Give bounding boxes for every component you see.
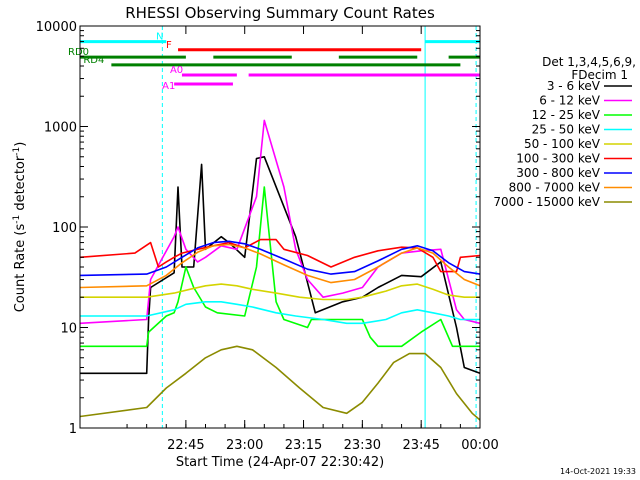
y-tick-label: 1 <box>69 422 77 437</box>
series-line-1 <box>79 119 481 325</box>
footer-date: 14-Oct-2021 19:33 <box>560 467 636 476</box>
chart-title: RHESSI Observing Summary Count Rates <box>125 4 435 22</box>
y-axis-label-end: ) <box>13 142 28 147</box>
y-axis-label-mid: detector <box>13 155 28 215</box>
legend-entry-label: 100 - 300 keV <box>516 152 600 166</box>
series-line-3 <box>80 300 480 325</box>
series-line-0 <box>80 156 481 375</box>
flag-label-f: F <box>166 40 172 51</box>
y-tick-label: 10000 <box>36 20 77 35</box>
flag-label-a1: A1 <box>162 81 175 92</box>
series-line-4 <box>80 283 480 301</box>
flag-label-a0: A0 <box>170 65 183 76</box>
plot-area <box>79 26 477 428</box>
flag-label-rd0: RD0 <box>68 47 89 58</box>
legend-entry-label: 300 - 800 keV <box>516 166 600 180</box>
series-lines <box>79 119 481 421</box>
x-tick-label: 23:15 <box>285 438 322 453</box>
y-axis-label: Count Rate (s-1 detector-1) <box>12 142 28 313</box>
y-axis-label-sup1: -1 <box>12 215 22 224</box>
x-tick-label: 23:45 <box>402 438 439 453</box>
y-tick-label: 100 <box>52 221 77 236</box>
legend-entry-label: 7000 - 15000 keV <box>493 195 600 209</box>
x-tick-label: 22:45 <box>167 438 204 453</box>
y-axis-label-main: Count Rate (s <box>13 224 28 313</box>
x-axis: 22:45 23:00 23:15 23:30 23:45 00:00 <box>126 26 499 453</box>
x-axis-label: Start Time (24-Apr-07 22:30:42) <box>176 455 384 470</box>
series-line-5 <box>79 238 481 273</box>
y-tick-label: 1000 <box>44 121 77 136</box>
series-line-7 <box>79 243 481 289</box>
series-line-2 <box>80 186 480 348</box>
x-tick-label: 23:30 <box>344 438 381 453</box>
legend-header-1: Det 1,3,4,5,6,9, <box>542 55 636 69</box>
legend-entry-label: 12 - 25 keV <box>532 108 601 122</box>
legend-header-2: FDecim 1 <box>571 68 628 82</box>
legend-entry-label: 3 - 6 keV <box>547 79 601 93</box>
y-axis: 1 10 100 1000 10000 <box>36 20 480 437</box>
legend-entry-label: 800 - 7000 keV <box>509 181 601 195</box>
legend-entry-label: 25 - 50 keV <box>532 123 601 137</box>
x-tick-label: 23:00 <box>226 438 263 453</box>
legend-entry-label: 6 - 12 keV <box>539 94 601 108</box>
flag-label-n: N <box>156 32 163 43</box>
plot-frame <box>79 25 481 429</box>
x-tick-label: 00:00 <box>461 438 498 453</box>
series-line-6 <box>79 240 481 277</box>
flag-label-rd4: RD4 <box>83 55 104 66</box>
y-tick-label: 10 <box>60 322 77 337</box>
y-axis-label-sup2: -1 <box>12 147 22 156</box>
legend-entry-label: 50 - 100 keV <box>524 137 601 151</box>
series-line-8 <box>79 345 481 421</box>
